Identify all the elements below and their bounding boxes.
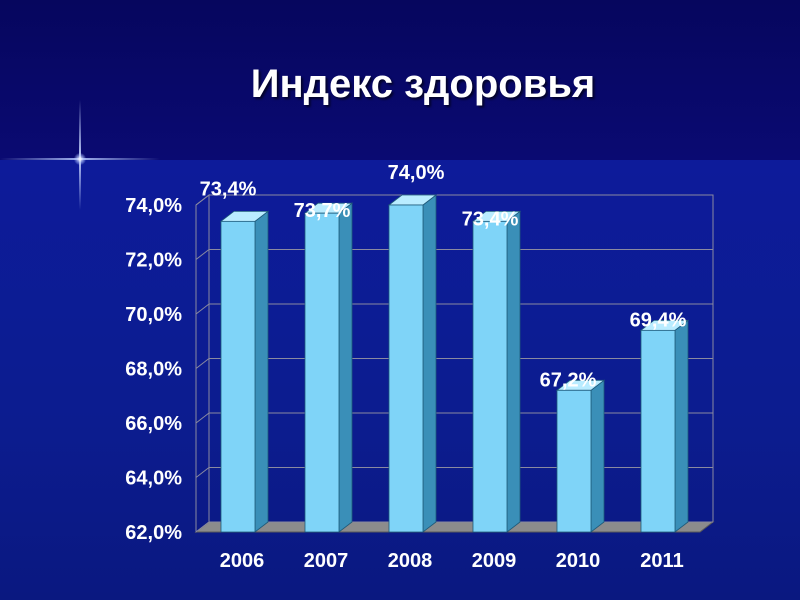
gridline-side xyxy=(195,467,210,478)
data-label: 74,0% xyxy=(388,162,445,184)
x-axis-tick-labels: 2006 2007 2008 2009 2010 2011 xyxy=(220,550,684,572)
x-tick-label: 2006 xyxy=(220,550,265,572)
chart-bars xyxy=(219,194,690,533)
bar-side xyxy=(338,202,353,533)
slide-title: Индекс здоровья xyxy=(250,62,596,106)
data-label: 69,4% xyxy=(630,309,687,331)
x-tick-label: 2007 xyxy=(304,550,349,572)
bar-side xyxy=(254,210,269,533)
bar-side xyxy=(506,210,521,533)
gridline-side xyxy=(195,249,210,260)
y-tick-label: 62,0% xyxy=(125,522,182,544)
data-label: 67,2% xyxy=(540,369,597,391)
bar-side xyxy=(422,194,437,533)
data-label: 73,4% xyxy=(200,178,257,200)
chart-plot-area xyxy=(194,193,715,534)
data-label: 73,4% xyxy=(462,208,519,230)
y-tick-label: 70,0% xyxy=(125,304,182,326)
y-tick-label: 68,0% xyxy=(125,359,182,381)
y-tick-label: 74,0% xyxy=(125,195,182,217)
chart-floor xyxy=(194,521,715,533)
y-axis-tick-labels: 62,0% 64,0% 66,0% 68,0% 70,0% 72,0% 74,0% xyxy=(125,195,182,544)
bar-side xyxy=(674,319,689,533)
bar xyxy=(304,212,340,533)
data-labels: 73,4% 73,7% 74,0% 73,4% 67,2% 69,4% xyxy=(200,162,687,391)
gridline-side xyxy=(195,303,210,315)
x-tick-label: 2010 xyxy=(556,550,601,572)
bar-side xyxy=(590,379,605,533)
y-tick-label: 64,0% xyxy=(125,468,182,490)
gridline-side xyxy=(195,521,210,533)
x-tick-label: 2011 xyxy=(640,550,683,572)
y-tick-label: 66,0% xyxy=(125,413,182,435)
bar xyxy=(640,329,676,533)
bar xyxy=(388,204,424,533)
bar xyxy=(556,389,592,533)
bar xyxy=(220,220,256,533)
gridline-side xyxy=(195,358,210,369)
data-label: 73,7% xyxy=(294,200,351,222)
x-tick-label: 2008 xyxy=(388,550,433,572)
y-tick-label: 72,0% xyxy=(125,250,182,272)
sparkle-star-icon xyxy=(74,153,86,165)
chart-gridlines xyxy=(195,194,713,533)
bar xyxy=(472,220,508,533)
gridline-side xyxy=(195,412,210,424)
x-tick-label: 2009 xyxy=(472,550,517,572)
header-background xyxy=(0,0,800,160)
gridline-side xyxy=(195,194,210,206)
